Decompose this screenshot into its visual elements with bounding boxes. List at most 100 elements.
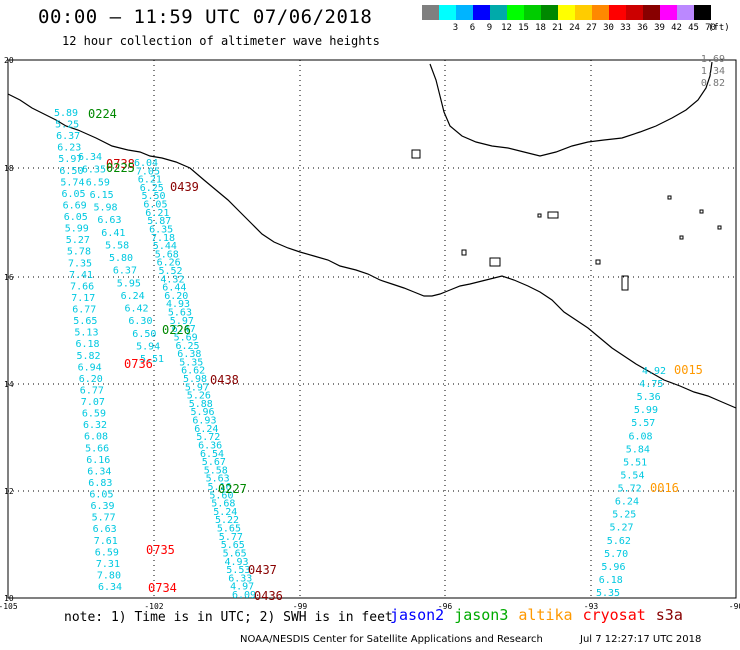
wave-height-value: 7.05 xyxy=(136,166,160,177)
wave-height-value: 5.44 xyxy=(153,241,177,252)
credit-line: NOAA/NESDIS Center for Satellite Applica… xyxy=(240,634,543,645)
wave-height-value: 5.62 xyxy=(607,536,631,547)
wave-height-value: 5.27 xyxy=(66,235,90,246)
wave-height-value: 5.58 xyxy=(105,240,129,251)
wave-height-value: 6.36 xyxy=(198,441,222,452)
color-swatch xyxy=(643,5,660,20)
wave-height-value: 6.20 xyxy=(79,374,103,385)
latitude-labels: 20 18 16 14 12 10 xyxy=(4,56,14,603)
color-swatch xyxy=(422,5,439,20)
satellite-tracks: 5.895.256.376.235.976.505.746.056.696.05… xyxy=(54,108,666,601)
footnote: note: 1) Time is in UTC; 2) SWH is in fe… xyxy=(64,610,393,625)
color-scale-unit: (ft) xyxy=(708,23,730,33)
color-scale-label: 18 xyxy=(535,23,546,33)
wave-height-value: 5.25 xyxy=(55,120,79,131)
wave-height-value: 5.51 xyxy=(623,457,647,468)
wave-height-value: 5.72 xyxy=(618,484,642,495)
wave-height-value: 6.63 xyxy=(93,524,117,535)
wave-height-value: 6.18 xyxy=(599,575,623,586)
pass-time-label: 0735 xyxy=(146,543,175,557)
color-swatch xyxy=(456,5,473,20)
pass-time-label: 0226 xyxy=(162,323,191,337)
color-swatch xyxy=(626,5,643,20)
color-scale-label: 30 xyxy=(603,23,614,33)
color-swatch xyxy=(677,5,694,20)
color-swatch xyxy=(575,5,592,20)
wave-height-value: 5.26 xyxy=(187,391,211,402)
wave-height-value: 6.16 xyxy=(86,455,110,466)
wave-height-value: 6.24 xyxy=(615,497,639,508)
wave-height-value: 5.99 xyxy=(634,405,658,416)
wave-height-value: 5.13 xyxy=(74,328,98,339)
wave-height-value: 6.18 xyxy=(76,339,100,350)
wave-height-value: 7.61 xyxy=(94,536,118,547)
color-swatch xyxy=(592,5,609,20)
map-title: 00:00 – 11:59 UTC 07/06/2018 xyxy=(38,6,373,28)
wave-height-value: 5.52 xyxy=(159,266,183,277)
satellite-legend: jason2 jason3 altika cryosat s3a xyxy=(390,606,693,624)
wave-height-value: 6.37 xyxy=(113,266,137,277)
wave-height-value: 5.35 xyxy=(179,357,203,368)
coastline xyxy=(7,93,737,409)
wave-height-value: 5.84 xyxy=(626,444,650,455)
color-scale-label: 6 xyxy=(469,23,476,33)
map-subtitle: 12 hour collection of altimeter wave hei… xyxy=(62,34,380,48)
color-swatch xyxy=(609,5,626,20)
wave-height-value: 6.05 xyxy=(89,490,113,501)
color-swatch xyxy=(524,5,541,20)
color-scale-label: 39 xyxy=(654,23,665,33)
wave-height-value: 5.25 xyxy=(612,510,636,521)
wave-height-value: 5.65 xyxy=(73,316,97,327)
wave-height-value: 4.32 xyxy=(160,274,184,285)
wave-height-value: 6.69 xyxy=(63,201,87,212)
color-swatch xyxy=(439,5,456,20)
wave-height-value: 6.25 xyxy=(176,341,200,352)
wave-height-value: 6.35 xyxy=(82,165,106,176)
color-scale-label: 45 xyxy=(688,23,699,33)
wave-height-value: 5.72 xyxy=(196,432,220,443)
color-scale-label: 15 xyxy=(518,23,529,33)
wave-height-value: 5.97 xyxy=(170,316,194,327)
wave-height-value: 6.54 xyxy=(200,449,224,460)
wave-height-value: 6.33 xyxy=(228,573,252,584)
wave-height-value: 6.26 xyxy=(157,258,181,269)
longitude-label: -93 xyxy=(584,602,599,611)
wave-height-value: 6.32 xyxy=(83,420,107,431)
wave-height-value: 6.24 xyxy=(194,424,218,435)
wave-height-value: 6.08 xyxy=(629,431,653,442)
wave-height-value: 5.65 xyxy=(221,540,245,551)
wave-height-value: 5.16 xyxy=(208,482,232,493)
wave-height-value: 5.68 xyxy=(211,499,235,510)
wave-height-value: 5.54 xyxy=(620,471,644,482)
satellite-s3a-label: s3a xyxy=(655,606,683,624)
wave-height-value: 6.62 xyxy=(181,366,205,377)
wave-height-value: 6.05 xyxy=(64,212,88,223)
wave-height-value: 4.92 xyxy=(642,366,666,377)
wave-height-value: 6.21 xyxy=(138,175,162,186)
wave-height-value: 5.69 xyxy=(174,333,198,344)
wave-height-value: 6.04 xyxy=(134,158,158,169)
wave-height-value: 5.22 xyxy=(215,515,239,526)
color-swatch xyxy=(558,5,575,20)
pass-time-label: 0736 xyxy=(124,357,153,371)
wave-height-value: 5.36 xyxy=(637,392,661,403)
legend-value: 1.69 xyxy=(701,54,725,65)
pass-time-label: 0734 xyxy=(148,581,177,595)
pass-time-label: 0227 xyxy=(218,482,247,496)
wave-height-value: 5.94 xyxy=(136,341,160,352)
wave-height-value: 7.07 xyxy=(81,397,105,408)
color-swatch xyxy=(507,5,524,20)
wave-height-value: 5.51 xyxy=(140,354,164,365)
wave-height-value: 7.18 xyxy=(151,233,175,244)
wave-height-value: 5.78 xyxy=(67,247,91,258)
latitude-label: 12 xyxy=(4,487,14,496)
wave-height-value: 6.38 xyxy=(177,349,201,360)
latitude-label: 14 xyxy=(4,380,14,389)
wave-height-value: 5.77 xyxy=(219,532,243,543)
wave-height-value: 5.82 xyxy=(77,351,101,362)
pass-time-label: 0738 xyxy=(106,157,135,171)
wave-height-value: 6.25 xyxy=(140,183,164,194)
longitude-label: -90 xyxy=(729,602,740,611)
wave-height-value: 5.24 xyxy=(213,507,237,518)
wave-height-value: 5.96 xyxy=(601,562,625,573)
